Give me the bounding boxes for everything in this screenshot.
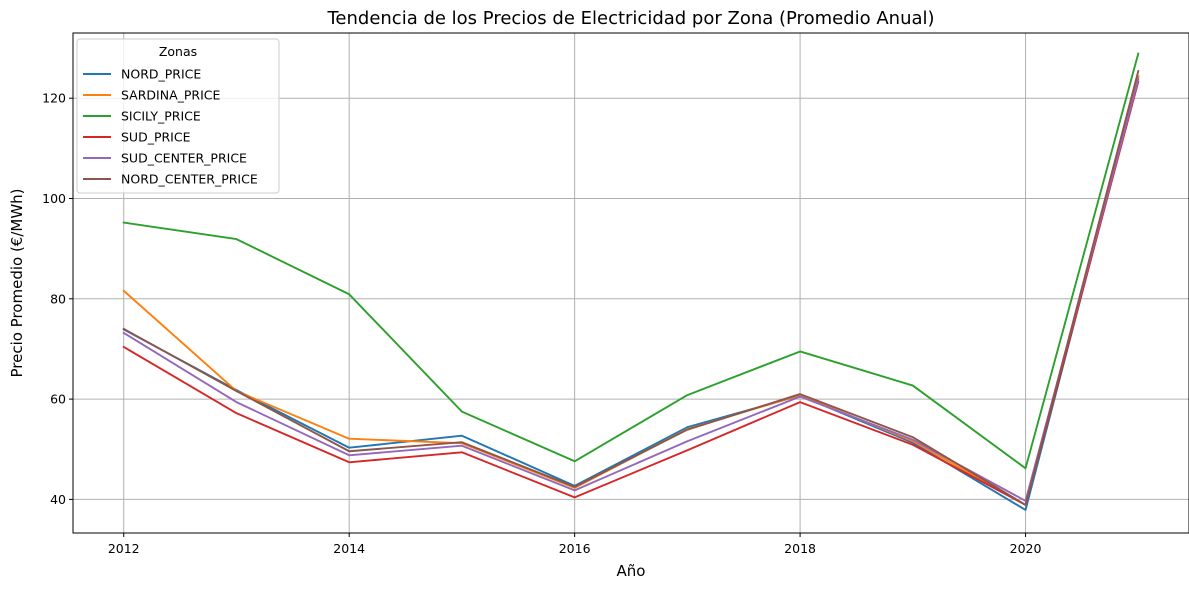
y-tick-label: 120 (42, 91, 66, 106)
legend-item: SICILY_PRICE (83, 109, 201, 124)
x-tick-label: 2014 (333, 541, 365, 556)
grid (73, 33, 1189, 533)
y-tick-label: 80 (50, 291, 66, 306)
plot-frame (72, 32, 1189, 534)
y-tick-label: 40 (50, 492, 66, 507)
legend-box (76, 38, 280, 194)
series-lines (122, 52, 1140, 511)
legend-item: SARDINA_PRICE (83, 88, 221, 103)
x-axis-ticks: 2012 2014 2016 2018 2020 (108, 533, 1042, 556)
x-tick-label: 2020 (1010, 541, 1042, 556)
legend-label: SARDINA_PRICE (121, 88, 221, 103)
legend-items: NORD_PRICE SARDINA_PRICE SICILY_PRICE SUD_P… (83, 67, 258, 187)
legend-item: SUD_CENTER_PRICE (83, 151, 247, 166)
chart-title: Tendencia de los Precios de Electricidad… (326, 8, 934, 29)
series-line-nord-price (122, 75, 1140, 511)
y-tick-label: 100 (42, 191, 66, 206)
legend-label: SICILY_PRICE (121, 109, 201, 124)
y-axis-label: Precio Promedio (€/MWh) (8, 188, 26, 377)
y-axis-ticks: 40 60 80 100 120 (42, 91, 73, 507)
x-tick-label: 2016 (559, 541, 591, 556)
legend-label: SUD_PRICE (121, 130, 191, 145)
legend-title: Zonas (159, 44, 197, 59)
legend-item: NORD_CENTER_PRICE (83, 172, 258, 187)
series-line-sicily-price (122, 52, 1140, 470)
legend-label: NORD_PRICE (121, 67, 201, 82)
legend-item: NORD_PRICE (83, 67, 201, 82)
series-line-sud-price (122, 80, 1140, 506)
legend-label: NORD_CENTER_PRICE (121, 172, 258, 187)
legend-label: SUD_CENTER_PRICE (121, 151, 247, 166)
y-tick-label: 60 (50, 392, 66, 407)
legend: Zonas NORD_PRICE SARDINA_PRICE SICILY_PRIC… (76, 38, 280, 194)
series-line-nord-center-price (122, 69, 1140, 506)
legend-item: SUD_PRICE (83, 130, 191, 145)
x-axis-label: Año (617, 562, 646, 580)
x-tick-label: 2012 (108, 541, 140, 556)
x-tick-label: 2018 (784, 541, 816, 556)
